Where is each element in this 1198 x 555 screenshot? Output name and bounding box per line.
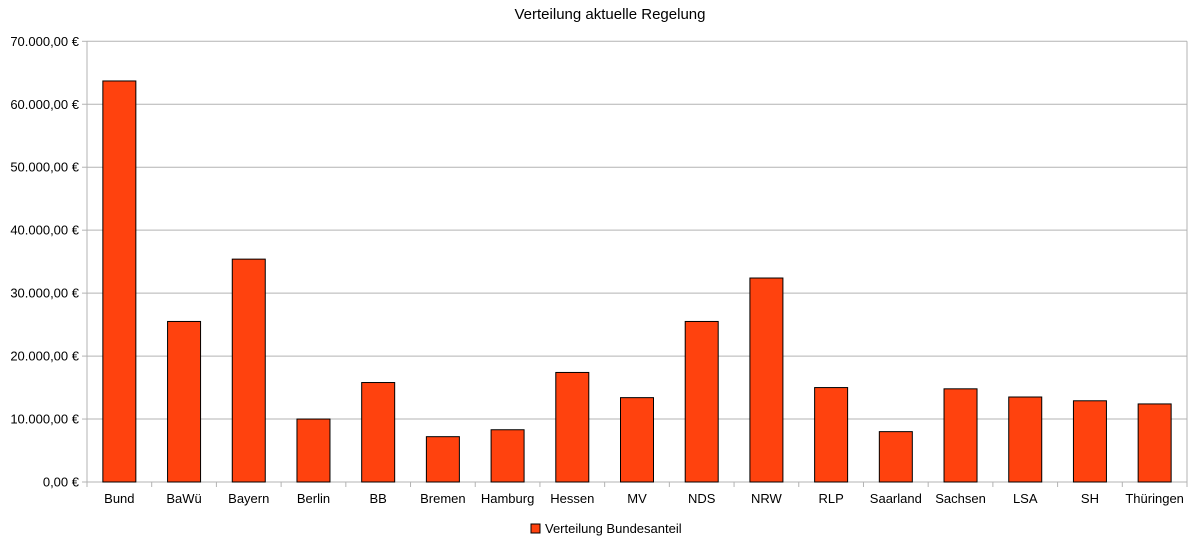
bar-thüringen xyxy=(1137,403,1172,483)
legend-label: Verteilung Bundesanteil xyxy=(545,521,682,536)
bar-lsa xyxy=(1008,396,1043,483)
y-tick-label: 10.000,00 € xyxy=(10,412,79,427)
y-tick-label: 50.000,00 € xyxy=(10,160,79,175)
x-tick-label: Hamburg xyxy=(481,491,534,506)
x-tick-label: SH xyxy=(1081,491,1099,506)
x-tick-label: Saarland xyxy=(870,491,922,506)
x-tick-label: Bund xyxy=(104,491,134,506)
x-tick-label: LSA xyxy=(1013,491,1038,506)
x-tick-label: Bremen xyxy=(420,491,466,506)
bar-saarland xyxy=(878,431,913,483)
bar-bund xyxy=(102,80,137,483)
bar-nrw xyxy=(749,277,784,483)
x-tick-label: RLP xyxy=(818,491,843,506)
bar-berlin xyxy=(296,418,331,483)
bar-bremen xyxy=(425,436,460,483)
x-tick-label: MV xyxy=(627,491,647,506)
x-axis: Bund BaWü Bayern Berlin BB Bremen Hamburg Hesse… xyxy=(86,482,1188,506)
y-tick-label: 30.000,00 € xyxy=(10,286,79,301)
legend: Verteilung Bundesanteil xyxy=(530,521,682,536)
bar-hessen xyxy=(555,371,590,483)
y-tick-label: 70.000,00 € xyxy=(10,34,79,49)
x-tick-label: NRW xyxy=(751,491,783,506)
bars xyxy=(102,80,1172,483)
bar-nds xyxy=(684,320,719,483)
legend-swatch xyxy=(530,523,541,534)
x-tick-label: Sachsen xyxy=(935,491,986,506)
chart-title: Verteilung aktuelle Regelung xyxy=(515,6,706,23)
bar-hamburg xyxy=(490,429,525,483)
x-tick-label: Bayern xyxy=(228,491,269,506)
bar-bayern xyxy=(231,258,266,483)
x-tick-label: NDS xyxy=(688,491,716,506)
bar-sachsen xyxy=(943,388,978,483)
y-axis: 0,00 € 10.000,00 € 20.000,00 € 30.000,00 € 4… xyxy=(10,34,88,490)
y-tick-label: 60.000,00 € xyxy=(10,97,79,112)
y-tick-label: 0,00 € xyxy=(43,475,80,490)
bar-sh xyxy=(1072,400,1107,483)
x-tick-label: Berlin xyxy=(297,491,330,506)
bar-rlp xyxy=(814,387,849,483)
x-tick-label: Thüringen xyxy=(1125,491,1184,506)
y-tick-label: 20.000,00 € xyxy=(10,349,79,364)
bar-bb xyxy=(361,382,396,483)
bar-bawü xyxy=(167,320,202,483)
bar-mv xyxy=(620,397,654,483)
x-tick-label: BaWü xyxy=(166,491,201,506)
x-tick-label: BB xyxy=(370,491,387,506)
grid xyxy=(87,40,1188,483)
x-tick-label: Hessen xyxy=(550,491,594,506)
y-tick-label: 40.000,00 € xyxy=(10,223,79,238)
